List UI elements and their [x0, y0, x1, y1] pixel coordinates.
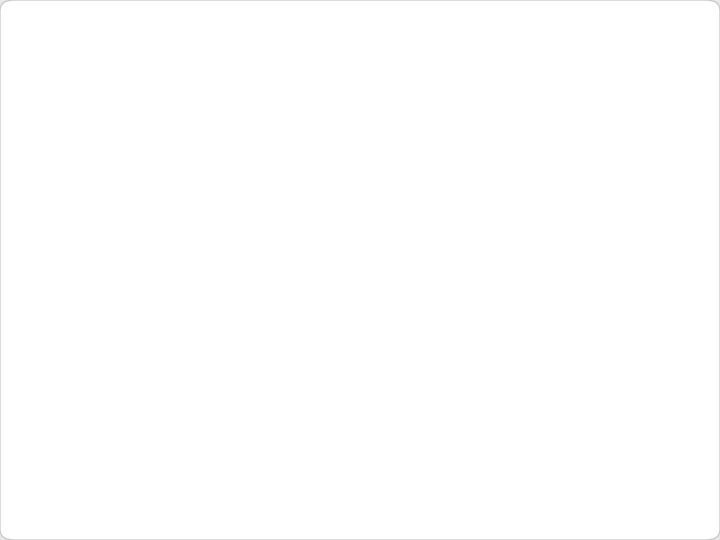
Text: strand or  subconductor,  each with: strand or subconductor, each with — [346, 289, 597, 303]
Text: 3. 5 Inductance of Composite Conductors: 3. 5 Inductance of Composite Conductors — [50, 54, 567, 76]
Text: radius: radius — [346, 329, 395, 343]
Text: n: n — [560, 132, 570, 146]
Text: y: y — [68, 478, 76, 492]
Text: n: n — [107, 293, 116, 306]
Circle shape — [20, 488, 81, 533]
Text: y: y — [254, 320, 263, 334]
Text: I/m: I/m — [516, 437, 542, 451]
Text: two         composite: two composite — [40, 359, 156, 372]
Text: a': a' — [222, 254, 233, 267]
Text: radius: radius — [346, 213, 395, 227]
Text: • Conductor: • Conductor — [346, 248, 437, 262]
Text: I/n: I/n — [421, 437, 443, 451]
Text: Assumed  current  to  be  equally  divided  among  the: Assumed current to be equally divided am… — [68, 397, 452, 411]
Text: x: x — [463, 132, 471, 146]
Text: conductor: conductor — [40, 375, 100, 388]
Text: Single-phase Line With 2 Composite Conductor: Single-phase Line With 2 Composite Condu… — [68, 97, 516, 114]
Text: b': b' — [223, 137, 235, 150]
Text: r: r — [405, 213, 413, 227]
Text: x: x — [103, 320, 112, 334]
Text: Single phase line with: Single phase line with — [40, 343, 172, 356]
Text: m: m — [281, 254, 292, 267]
Text: and: and — [483, 437, 518, 451]
Text: in: in — [544, 437, 562, 451]
Text: ↰: ↰ — [40, 97, 55, 115]
Text: and: and — [549, 97, 595, 114]
Text: y: y — [583, 97, 593, 114]
Text: x: x — [416, 218, 423, 228]
Text: y: y — [455, 248, 463, 262]
Text: subconductors.  The current per strand is: subconductors. The current per strand is — [68, 437, 368, 451]
Text: c': c' — [279, 137, 289, 150]
Text: a: a — [34, 255, 41, 268]
Text: 31: 31 — [41, 503, 60, 517]
Text: x: x — [536, 97, 546, 114]
Text: strand or  subconductor,  each with: strand or subconductor, each with — [346, 173, 597, 187]
Text: ↰: ↰ — [40, 397, 53, 412]
Text: identical: identical — [565, 248, 631, 262]
Text: x: x — [470, 437, 478, 451]
Text: c: c — [110, 137, 117, 150]
Text: y: y — [416, 334, 423, 345]
Text: in: in — [449, 437, 471, 451]
Text: r: r — [405, 329, 413, 343]
Text: m: m — [552, 248, 566, 262]
Text: consist of: consist of — [467, 248, 543, 262]
Text: b: b — [33, 196, 41, 209]
Text: d: d — [157, 184, 165, 197]
Text: •  Conductor: • Conductor — [346, 132, 441, 146]
Text: identical: identical — [571, 132, 636, 146]
Text: consist of: consist of — [475, 132, 552, 146]
